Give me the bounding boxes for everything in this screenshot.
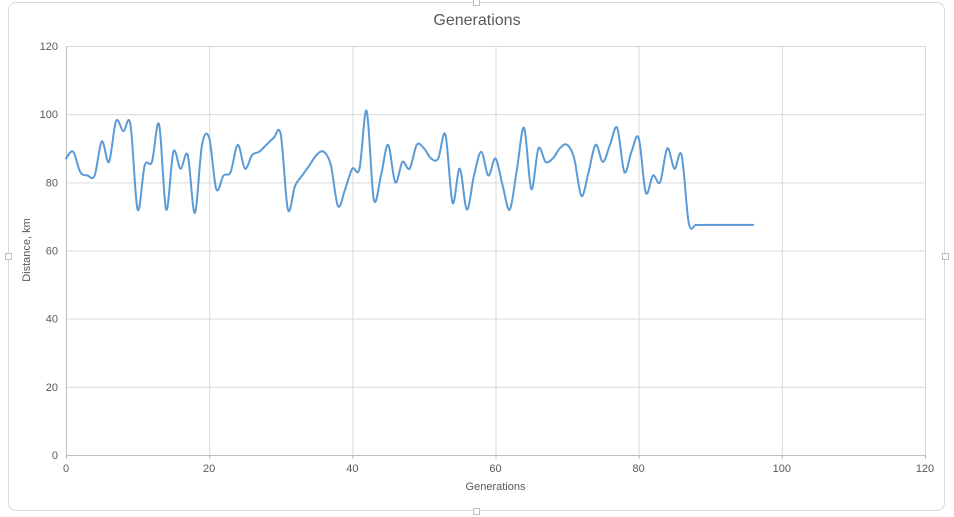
y-tick-label: 40 — [46, 314, 58, 326]
x-tick-label: 20 — [203, 463, 215, 475]
x-tick-label: 60 — [489, 463, 501, 475]
x-tick-label: 40 — [346, 463, 358, 475]
y-tick-label: 100 — [40, 109, 58, 121]
chart-title: Generations — [433, 12, 521, 29]
y-axis-title: Distance, km — [21, 218, 33, 282]
resize-handle-top[interactable] — [473, 0, 480, 6]
y-tick-label: 120 — [40, 41, 58, 53]
y-tick-label: 80 — [46, 177, 58, 189]
resize-handle-bottom[interactable] — [473, 508, 480, 515]
y-tick-label: 60 — [46, 246, 58, 258]
y-tick-label: 0 — [52, 450, 58, 462]
series-line — [65, 109, 755, 230]
x-axis-title: Generations — [465, 481, 526, 493]
x-tick-label: 0 — [63, 463, 69, 475]
x-tick-label: 100 — [773, 463, 791, 475]
x-tick-label: 80 — [633, 463, 645, 475]
resize-handle-right[interactable] — [942, 253, 949, 260]
x-tick-label: 120 — [916, 463, 934, 475]
chart-frame[interactable] — [8, 2, 945, 511]
y-tick-label: 20 — [46, 382, 58, 394]
resize-handle-left[interactable] — [5, 253, 12, 260]
